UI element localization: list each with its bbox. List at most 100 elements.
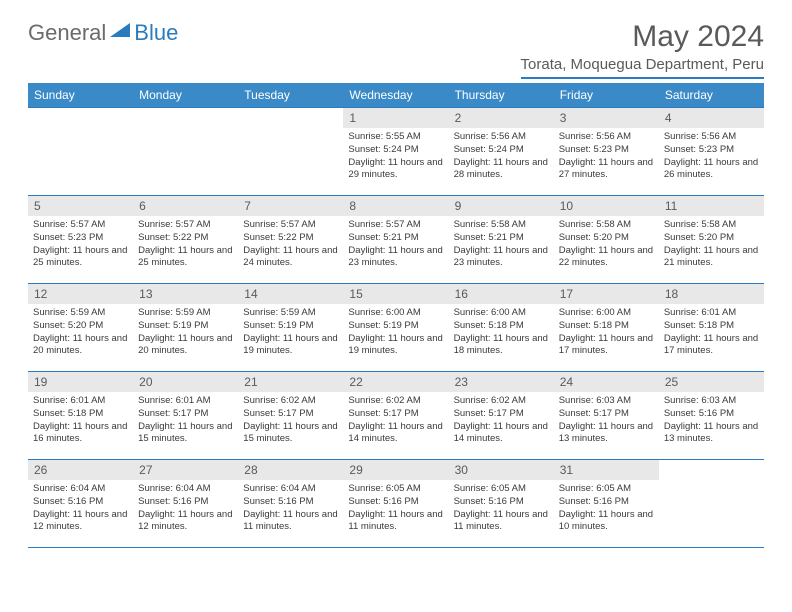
day-info: Sunrise: 5:58 AMSunset: 5:21 PMDaylight:… bbox=[449, 216, 554, 275]
day-number: 30 bbox=[449, 460, 554, 480]
day-cell: 2Sunrise: 5:56 AMSunset: 5:24 PMDaylight… bbox=[449, 108, 554, 196]
day-cell: 21Sunrise: 6:02 AMSunset: 5:17 PMDayligh… bbox=[238, 372, 343, 460]
calendar-table: SundayMondayTuesdayWednesdayThursdayFrid… bbox=[28, 83, 764, 548]
month-title: May 2024 bbox=[521, 20, 764, 54]
day-cell: 26Sunrise: 6:04 AMSunset: 5:16 PMDayligh… bbox=[28, 460, 133, 548]
day-info: Sunrise: 6:00 AMSunset: 5:18 PMDaylight:… bbox=[554, 304, 659, 363]
day-info: Sunrise: 6:05 AMSunset: 5:16 PMDaylight:… bbox=[554, 480, 659, 539]
day-info: Sunrise: 6:00 AMSunset: 5:18 PMDaylight:… bbox=[449, 304, 554, 363]
day-info: Sunrise: 5:56 AMSunset: 5:24 PMDaylight:… bbox=[449, 128, 554, 187]
day-number: 23 bbox=[449, 372, 554, 392]
day-cell: 11Sunrise: 5:58 AMSunset: 5:20 PMDayligh… bbox=[659, 196, 764, 284]
day-info: Sunrise: 6:01 AMSunset: 5:18 PMDaylight:… bbox=[28, 392, 133, 451]
day-cell: 4Sunrise: 5:56 AMSunset: 5:23 PMDaylight… bbox=[659, 108, 764, 196]
day-info: Sunrise: 5:58 AMSunset: 5:20 PMDaylight:… bbox=[659, 216, 764, 275]
day-cell: 13Sunrise: 5:59 AMSunset: 5:19 PMDayligh… bbox=[133, 284, 238, 372]
day-number: 28 bbox=[238, 460, 343, 480]
day-cell: 14Sunrise: 5:59 AMSunset: 5:19 PMDayligh… bbox=[238, 284, 343, 372]
day-cell: 23Sunrise: 6:02 AMSunset: 5:17 PMDayligh… bbox=[449, 372, 554, 460]
week-row: 19Sunrise: 6:01 AMSunset: 5:18 PMDayligh… bbox=[28, 372, 764, 460]
day-info: Sunrise: 6:02 AMSunset: 5:17 PMDaylight:… bbox=[343, 392, 448, 451]
location-text: Torata, Moquegua Department, Peru bbox=[521, 56, 764, 79]
day-number: 4 bbox=[659, 108, 764, 128]
day-number: 15 bbox=[343, 284, 448, 304]
day-number: 2 bbox=[449, 108, 554, 128]
day-number: 19 bbox=[28, 372, 133, 392]
day-header: Sunday bbox=[28, 83, 133, 108]
day-info: Sunrise: 6:02 AMSunset: 5:17 PMDaylight:… bbox=[238, 392, 343, 451]
day-number: 22 bbox=[343, 372, 448, 392]
day-header-row: SundayMondayTuesdayWednesdayThursdayFrid… bbox=[28, 83, 764, 108]
day-info: Sunrise: 5:59 AMSunset: 5:19 PMDaylight:… bbox=[133, 304, 238, 363]
day-number: 17 bbox=[554, 284, 659, 304]
day-number: 25 bbox=[659, 372, 764, 392]
day-cell: 7Sunrise: 5:57 AMSunset: 5:22 PMDaylight… bbox=[238, 196, 343, 284]
week-row: 12Sunrise: 5:59 AMSunset: 5:20 PMDayligh… bbox=[28, 284, 764, 372]
day-info: Sunrise: 6:05 AMSunset: 5:16 PMDaylight:… bbox=[449, 480, 554, 539]
day-cell: 22Sunrise: 6:02 AMSunset: 5:17 PMDayligh… bbox=[343, 372, 448, 460]
day-cell: 16Sunrise: 6:00 AMSunset: 5:18 PMDayligh… bbox=[449, 284, 554, 372]
day-header: Tuesday bbox=[238, 83, 343, 108]
day-cell: 30Sunrise: 6:05 AMSunset: 5:16 PMDayligh… bbox=[449, 460, 554, 548]
day-header: Wednesday bbox=[343, 83, 448, 108]
logo: General Blue bbox=[28, 20, 178, 46]
day-info: Sunrise: 6:04 AMSunset: 5:16 PMDaylight:… bbox=[133, 480, 238, 539]
day-cell: 6Sunrise: 5:57 AMSunset: 5:22 PMDaylight… bbox=[133, 196, 238, 284]
day-number: 20 bbox=[133, 372, 238, 392]
day-cell bbox=[238, 108, 343, 196]
day-cell: 9Sunrise: 5:58 AMSunset: 5:21 PMDaylight… bbox=[449, 196, 554, 284]
header: General Blue May 2024 Torata, Moquegua D… bbox=[28, 20, 764, 79]
day-number: 6 bbox=[133, 196, 238, 216]
day-cell: 24Sunrise: 6:03 AMSunset: 5:17 PMDayligh… bbox=[554, 372, 659, 460]
day-header: Monday bbox=[133, 83, 238, 108]
day-number: 14 bbox=[238, 284, 343, 304]
day-cell: 1Sunrise: 5:55 AMSunset: 5:24 PMDaylight… bbox=[343, 108, 448, 196]
day-info: Sunrise: 6:04 AMSunset: 5:16 PMDaylight:… bbox=[238, 480, 343, 539]
day-cell: 18Sunrise: 6:01 AMSunset: 5:18 PMDayligh… bbox=[659, 284, 764, 372]
day-cell: 10Sunrise: 5:58 AMSunset: 5:20 PMDayligh… bbox=[554, 196, 659, 284]
day-cell: 12Sunrise: 5:59 AMSunset: 5:20 PMDayligh… bbox=[28, 284, 133, 372]
day-cell bbox=[133, 108, 238, 196]
day-number: 11 bbox=[659, 196, 764, 216]
day-number: 13 bbox=[133, 284, 238, 304]
week-row: 5Sunrise: 5:57 AMSunset: 5:23 PMDaylight… bbox=[28, 196, 764, 284]
day-info: Sunrise: 5:57 AMSunset: 5:21 PMDaylight:… bbox=[343, 216, 448, 275]
day-number: 26 bbox=[28, 460, 133, 480]
day-info: Sunrise: 5:56 AMSunset: 5:23 PMDaylight:… bbox=[659, 128, 764, 187]
day-cell: 15Sunrise: 6:00 AMSunset: 5:19 PMDayligh… bbox=[343, 284, 448, 372]
day-info: Sunrise: 5:57 AMSunset: 5:22 PMDaylight:… bbox=[133, 216, 238, 275]
day-cell: 19Sunrise: 6:01 AMSunset: 5:18 PMDayligh… bbox=[28, 372, 133, 460]
day-info: Sunrise: 5:56 AMSunset: 5:23 PMDaylight:… bbox=[554, 128, 659, 187]
day-number: 7 bbox=[238, 196, 343, 216]
logo-triangle-icon bbox=[110, 23, 130, 44]
day-number: 3 bbox=[554, 108, 659, 128]
day-cell: 31Sunrise: 6:05 AMSunset: 5:16 PMDayligh… bbox=[554, 460, 659, 548]
day-cell bbox=[28, 108, 133, 196]
day-number: 21 bbox=[238, 372, 343, 392]
day-number: 12 bbox=[28, 284, 133, 304]
day-info: Sunrise: 5:59 AMSunset: 5:20 PMDaylight:… bbox=[28, 304, 133, 363]
day-number: 24 bbox=[554, 372, 659, 392]
day-number: 29 bbox=[343, 460, 448, 480]
day-number: 8 bbox=[343, 196, 448, 216]
day-cell: 8Sunrise: 5:57 AMSunset: 5:21 PMDaylight… bbox=[343, 196, 448, 284]
day-header: Saturday bbox=[659, 83, 764, 108]
day-number: 31 bbox=[554, 460, 659, 480]
day-info: Sunrise: 6:02 AMSunset: 5:17 PMDaylight:… bbox=[449, 392, 554, 451]
day-info: Sunrise: 5:57 AMSunset: 5:22 PMDaylight:… bbox=[238, 216, 343, 275]
day-cell: 29Sunrise: 6:05 AMSunset: 5:16 PMDayligh… bbox=[343, 460, 448, 548]
day-number: 27 bbox=[133, 460, 238, 480]
day-info: Sunrise: 5:58 AMSunset: 5:20 PMDaylight:… bbox=[554, 216, 659, 275]
day-number: 16 bbox=[449, 284, 554, 304]
day-info: Sunrise: 6:03 AMSunset: 5:16 PMDaylight:… bbox=[659, 392, 764, 451]
day-info: Sunrise: 6:05 AMSunset: 5:16 PMDaylight:… bbox=[343, 480, 448, 539]
day-cell: 17Sunrise: 6:00 AMSunset: 5:18 PMDayligh… bbox=[554, 284, 659, 372]
calendar-body: 1Sunrise: 5:55 AMSunset: 5:24 PMDaylight… bbox=[28, 108, 764, 548]
day-info: Sunrise: 6:04 AMSunset: 5:16 PMDaylight:… bbox=[28, 480, 133, 539]
day-number: 10 bbox=[554, 196, 659, 216]
logo-text-general: General bbox=[28, 20, 106, 46]
logo-text-blue: Blue bbox=[134, 20, 178, 46]
day-info: Sunrise: 6:01 AMSunset: 5:17 PMDaylight:… bbox=[133, 392, 238, 451]
day-cell: 3Sunrise: 5:56 AMSunset: 5:23 PMDaylight… bbox=[554, 108, 659, 196]
day-header: Thursday bbox=[449, 83, 554, 108]
